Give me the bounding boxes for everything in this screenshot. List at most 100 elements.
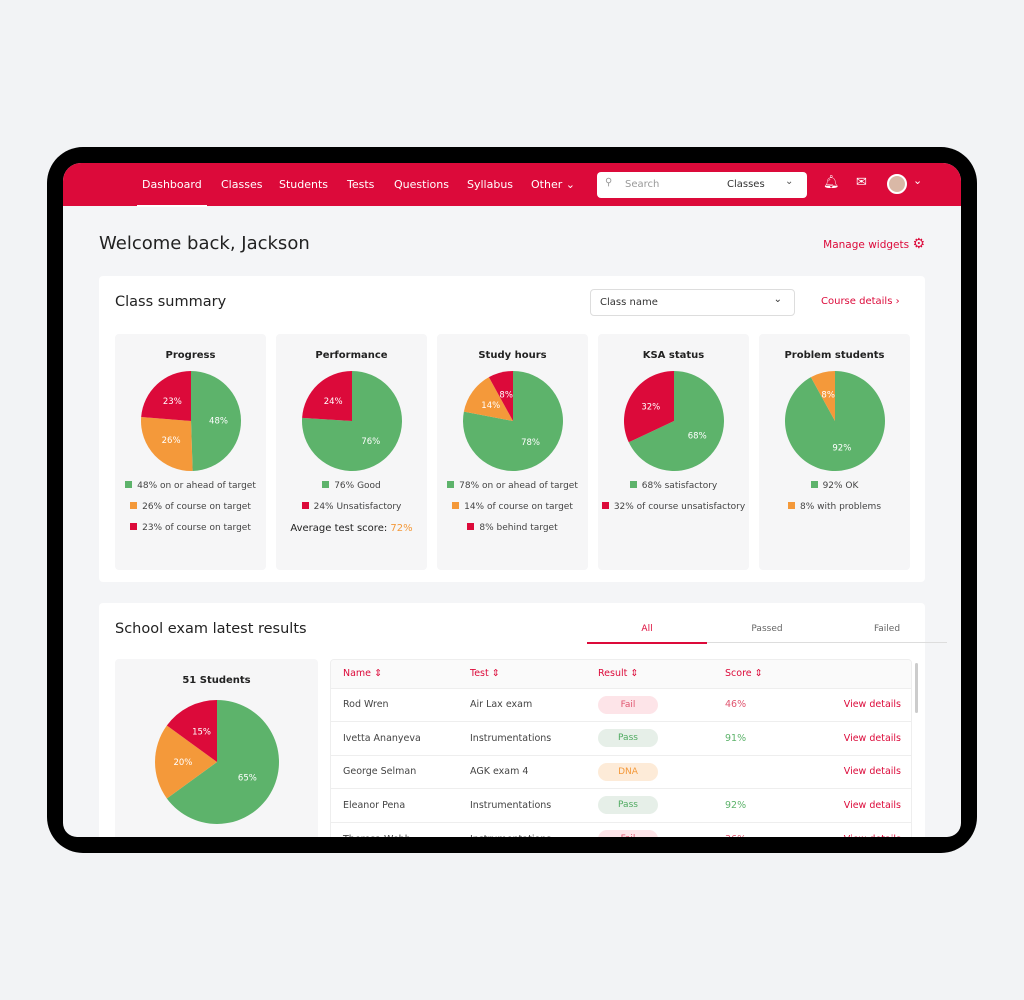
- tab-failed[interactable]: Failed: [873, 624, 901, 634]
- class-name-select[interactable]: Class name ⌄: [590, 289, 795, 316]
- result-badge: Pass: [598, 729, 658, 748]
- table-row: George Selman AGK exam 4 DNA View detail…: [331, 754, 911, 789]
- column-header[interactable]: Result ⇕: [586, 660, 713, 688]
- legend-label: 8% with problems: [799, 502, 882, 512]
- nav-tests[interactable]: Tests: [347, 178, 375, 191]
- pie-chart: 68% 32%: [623, 371, 724, 471]
- sort-icon: ⇕: [630, 668, 639, 680]
- widget-problem-students: Problem students 92% 8% 92% OK 8% with probl…: [759, 334, 910, 570]
- pie-label: 65%: [237, 773, 256, 783]
- nav-classes[interactable]: Classes: [221, 178, 263, 191]
- legend-item: 92% OK: [759, 481, 910, 492]
- chevron-down-icon: ⌄: [565, 178, 575, 191]
- view-details-link[interactable]: View details: [793, 821, 911, 837]
- search-input[interactable]: Search: [625, 179, 660, 190]
- manage-widgets-link[interactable]: Manage widgets ⚙: [823, 236, 925, 252]
- pie-label: 26%: [161, 436, 180, 446]
- legend-swatch: [447, 481, 455, 488]
- legend-item: 76% Good: [276, 481, 427, 492]
- gear-icon: ⚙: [912, 236, 925, 252]
- student-name: Rod Wren: [331, 687, 458, 722]
- pie-slice: [166, 700, 279, 824]
- legend-item: 68% satisfactory: [598, 481, 749, 492]
- legend-label: 23% of course on target: [142, 523, 251, 533]
- column-label: Test: [470, 668, 489, 680]
- mail-icon[interactable]: ✉: [856, 175, 867, 190]
- test-name: Instrumentations: [458, 721, 586, 755]
- table-scrollbar[interactable]: [915, 663, 918, 713]
- legend-label: 76% Good: [334, 481, 381, 491]
- nav-other[interactable]: Other ⌄: [531, 178, 575, 191]
- search-scope-select[interactable]: Classes: [727, 179, 765, 190]
- pie-label: 8%: [499, 390, 512, 400]
- score: 92%: [713, 788, 793, 822]
- pie-slice: [166, 700, 217, 762]
- nav-syllabus[interactable]: Syllabus: [467, 178, 514, 191]
- pie-label: 24%: [323, 397, 342, 407]
- legend-swatch: [467, 523, 475, 530]
- pie-slice: [810, 371, 835, 421]
- students-count: 51 Students: [182, 675, 251, 686]
- table-row: Rod Wren Air Lax exam Fail 46% View deta…: [331, 687, 911, 722]
- chevron-down-icon: ⌄: [773, 294, 782, 305]
- column-header[interactable]: Score ⇕: [713, 660, 793, 688]
- score: 36%: [713, 821, 793, 837]
- page-title: Welcome back, Jackson: [99, 233, 310, 254]
- widget-title: Performance: [315, 350, 388, 361]
- result-badge: DNA: [598, 762, 658, 781]
- pie-label: 32%: [641, 402, 660, 412]
- chevron-down-icon: ⌄: [785, 176, 794, 187]
- table-row: Ivetta Ananyeva Instrumentations Pass 91…: [331, 721, 911, 755]
- chevron-down-icon[interactable]: ⌄: [913, 174, 923, 187]
- legend-swatch: [130, 523, 138, 530]
- legend-swatch: [301, 502, 309, 509]
- pie-label: 8%: [821, 390, 835, 400]
- manage-widgets-label: Manage widgets: [823, 239, 910, 251]
- view-details-link[interactable]: View details: [793, 754, 911, 789]
- pie-slice: [623, 371, 674, 443]
- pie-chart: 92% 8%: [784, 371, 885, 471]
- nav-dashboard[interactable]: Dashboard: [137, 178, 207, 207]
- tab-all[interactable]: All: [587, 624, 707, 644]
- nav-students[interactable]: Students: [279, 178, 329, 191]
- course-details-link[interactable]: Course details ›: [821, 296, 900, 307]
- nav-questions[interactable]: Questions: [394, 178, 449, 191]
- bell-icon[interactable]: 🔔︎: [823, 175, 840, 190]
- sort-icon: ⇕: [374, 668, 383, 680]
- view-details-link[interactable]: View details: [793, 687, 911, 722]
- class-summary-card: Class summary Class name ⌄ Course details…: [99, 276, 925, 582]
- legend-item: 8% with problems: [759, 502, 910, 513]
- tab-passed[interactable]: Passed: [751, 624, 783, 634]
- legend-label: 78% on or ahead of target: [459, 481, 578, 491]
- view-details-link[interactable]: View details: [793, 721, 911, 755]
- legend-item: 48% on or ahead of target: [115, 481, 266, 492]
- test-name: Instrumentations: [458, 821, 586, 837]
- pie-slice: [463, 377, 513, 421]
- table-row: Eleanor Pena Instrumentations Pass 92% V…: [331, 788, 911, 822]
- students-pie-panel: 51 Students 65% 20% 15%: [115, 659, 318, 837]
- result-badge: Fail: [598, 830, 658, 837]
- legend-item: 23% of course on target: [115, 523, 266, 534]
- average-value: 72%: [390, 523, 413, 534]
- legend-swatch: [629, 481, 637, 488]
- student-name: Theresa Webb: [331, 821, 458, 837]
- pie-label: 15%: [192, 728, 211, 738]
- class-summary-title: Class summary: [115, 294, 227, 310]
- pie-slice: [140, 416, 193, 471]
- table-row: Theresa Webb Instrumentations Fail 36% V…: [331, 821, 911, 837]
- course-details-label: Course details: [821, 296, 893, 307]
- avatar[interactable]: [887, 174, 907, 194]
- exam-results-card: School exam latest results All Passed Fa…: [99, 603, 947, 837]
- legend-swatch: [787, 502, 795, 509]
- view-details-link[interactable]: View details: [793, 788, 911, 822]
- pie-chart: 76% 24%: [301, 371, 402, 471]
- score: [713, 754, 793, 789]
- column-header[interactable]: Name ⇕: [331, 660, 458, 688]
- app-screen: Dashboard Classes Students Tests Questio…: [63, 163, 961, 837]
- column-header[interactable]: Test ⇕: [458, 660, 586, 688]
- legend-label: 92% OK: [822, 481, 859, 491]
- legend-label: 48% on or ahead of target: [137, 481, 256, 491]
- widget-title: Study hours: [478, 350, 547, 361]
- pie-label: 23%: [162, 397, 181, 407]
- top-nav: Dashboard Classes Students Tests Questio…: [63, 163, 961, 207]
